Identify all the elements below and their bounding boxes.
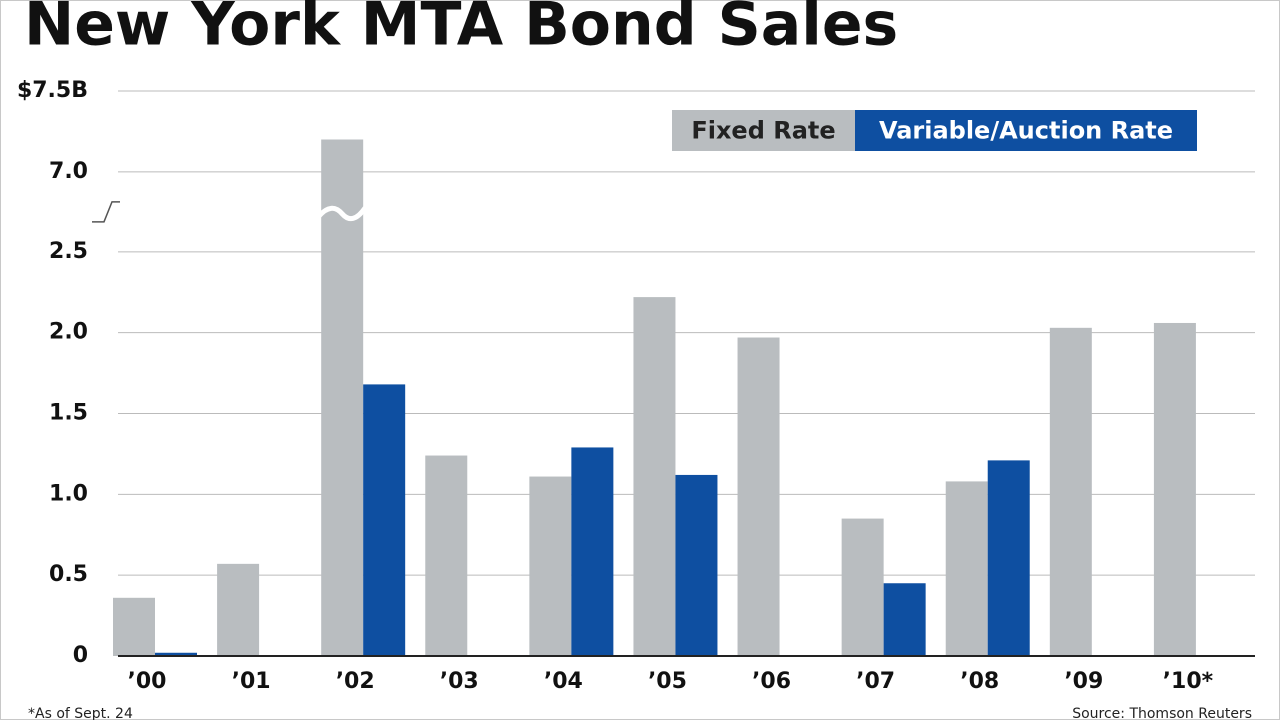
bar [883,583,926,656]
bar [363,384,406,656]
bar [1153,322,1196,656]
bar [113,597,155,656]
source: Source: Thomson Reuters [1072,706,1252,720]
bar [841,518,884,656]
x-tick-label: ’09 [1064,669,1103,694]
bar [217,563,260,656]
x-tick-label: ’01 [232,669,271,694]
bar [737,337,780,656]
bar [529,476,572,656]
x-tick-label: ’02 [336,669,375,694]
y-tick-label: $7.5B [17,78,88,103]
y-tick-label: 1.0 [49,481,88,506]
y-tick-label: 7.0 [49,159,88,184]
axis-break [92,201,120,223]
bar-break [317,205,368,222]
x-tick-label: ’04 [544,669,583,694]
y-tick-label: 2.5 [49,239,88,264]
bar [571,447,614,656]
bar [633,297,676,656]
bar [321,139,364,656]
x-tick-label: ’06 [752,669,791,694]
bar [155,652,197,656]
bar [945,481,988,656]
x-tick-label: ’08 [960,669,999,694]
legend-label: Fixed Rate [691,117,835,145]
x-tick-label: ’00 [128,669,167,694]
footnote: *As of Sept. 24 [28,706,133,720]
bar [987,460,1030,656]
x-tick-label: ’10* [1163,669,1214,694]
y-tick-label: 0 [73,643,88,668]
bar [425,455,468,656]
x-tick-label: ’05 [648,669,687,694]
y-tick-label: 2.0 [49,320,88,345]
y-tick-label: 1.5 [49,401,88,426]
legend-swatch [855,110,1197,151]
legend-label: Variable/Auction Rate [879,117,1173,145]
bar [675,474,718,656]
chart-title: New York MTA Bond Sales [24,0,898,60]
y-tick-label: 0.5 [49,562,88,587]
legend-swatch [672,110,855,151]
bar [1049,327,1092,656]
x-tick-label: ’03 [440,669,479,694]
x-tick-label: ’07 [856,669,895,694]
